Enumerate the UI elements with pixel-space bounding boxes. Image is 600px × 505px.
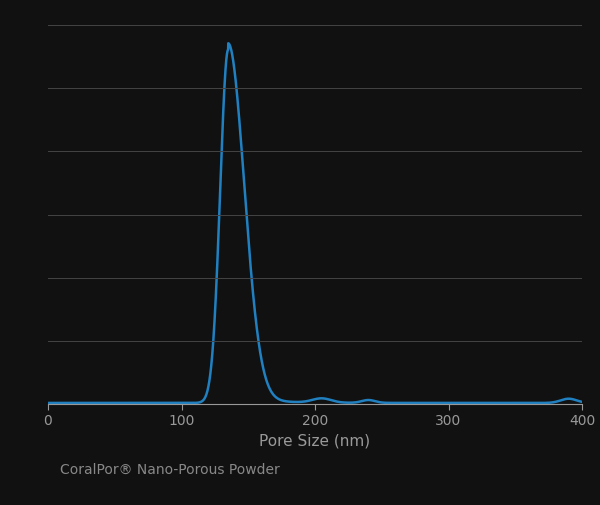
Text: CoralPor® Nano-Porous Powder: CoralPor® Nano-Porous Powder <box>60 463 280 477</box>
X-axis label: Pore Size (nm): Pore Size (nm) <box>259 434 371 449</box>
